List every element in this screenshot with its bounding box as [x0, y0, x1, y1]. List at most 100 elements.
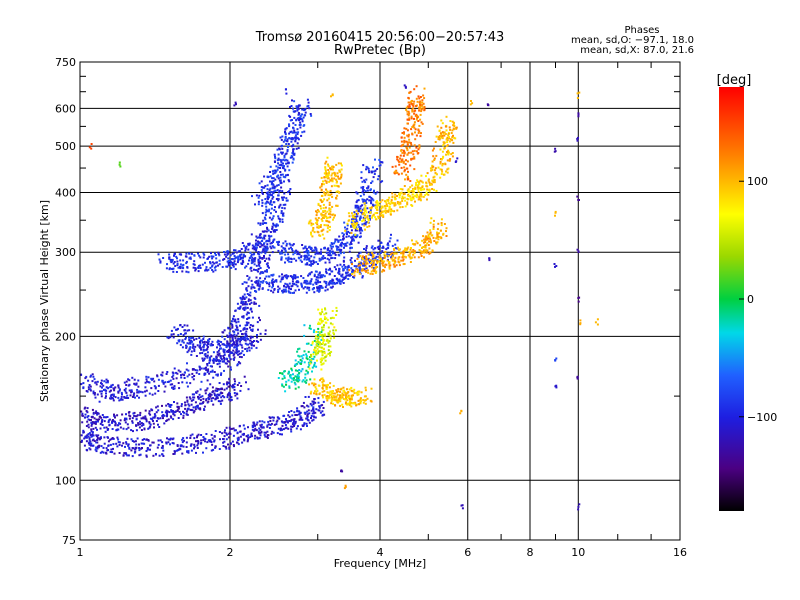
- data-point: [419, 135, 422, 138]
- data-point: [284, 261, 286, 264]
- data-point: [237, 318, 240, 321]
- data-point: [243, 244, 245, 247]
- data-point: [247, 278, 250, 281]
- data-point: [232, 317, 234, 320]
- data-point: [237, 255, 240, 258]
- data-point: [208, 439, 211, 442]
- data-point: [311, 382, 314, 385]
- data-point: [347, 212, 350, 215]
- data-point: [313, 355, 316, 358]
- data-point: [230, 335, 233, 338]
- data-point: [102, 451, 105, 454]
- data-point: [251, 428, 254, 431]
- data-point: [326, 399, 329, 402]
- data-point: [303, 130, 306, 133]
- data-point: [316, 389, 319, 392]
- data-point: [259, 256, 262, 259]
- data-point: [310, 344, 313, 346]
- data-point: [284, 288, 287, 291]
- data-point: [281, 152, 284, 155]
- data-point: [286, 165, 289, 168]
- data-point: [443, 142, 446, 145]
- data-point: [123, 389, 126, 391]
- data-point: [311, 288, 314, 291]
- data-point: [170, 416, 173, 419]
- data-point: [337, 162, 340, 165]
- data-point: [181, 438, 184, 441]
- data-point: [312, 418, 315, 421]
- data-point: [307, 274, 310, 277]
- data-point: [248, 276, 251, 279]
- data-point: [224, 429, 226, 432]
- data-point: [280, 164, 283, 167]
- data-point: [193, 254, 196, 257]
- data-point: [283, 156, 286, 159]
- data-point: [294, 275, 297, 278]
- data-point: [413, 126, 416, 129]
- data-point: [344, 242, 347, 245]
- data-point: [239, 343, 242, 346]
- data-point: [183, 374, 186, 377]
- data-point: [331, 310, 334, 312]
- data-point: [347, 219, 350, 222]
- data-point: [258, 194, 261, 197]
- data-point: [145, 375, 148, 378]
- data-point: [118, 422, 120, 425]
- data-point: [267, 176, 270, 178]
- data-point: [427, 179, 430, 182]
- data-point: [347, 278, 350, 280]
- data-point: [410, 190, 413, 193]
- data-point: [289, 156, 292, 159]
- data-point: [303, 251, 306, 254]
- data-point: [299, 358, 302, 361]
- data-point: [384, 211, 387, 214]
- data-point: [421, 101, 424, 104]
- data-point: [299, 121, 302, 124]
- data-point: [396, 158, 399, 161]
- data-point: [261, 199, 264, 202]
- data-point: [430, 183, 433, 186]
- data-point: [236, 326, 239, 329]
- data-point: [310, 233, 313, 236]
- data-point: [111, 437, 114, 439]
- data-point: [167, 438, 170, 441]
- data-point: [320, 207, 322, 210]
- data-point: [309, 362, 312, 365]
- data-point: [293, 100, 296, 103]
- data-point: [93, 421, 96, 424]
- data-point: [112, 387, 115, 390]
- data-point: [350, 212, 353, 215]
- data-point: [181, 340, 184, 343]
- data-point: [354, 270, 357, 273]
- data-point: [204, 269, 207, 272]
- data-point: [440, 236, 443, 239]
- data-point: [276, 148, 279, 151]
- data-point: [161, 371, 164, 374]
- data-point: [296, 142, 299, 145]
- data-point: [150, 408, 153, 411]
- data-point: [323, 172, 326, 175]
- data-point: [229, 328, 232, 331]
- data-point: [290, 418, 293, 421]
- data-point: [145, 438, 148, 441]
- data-point: [317, 350, 320, 353]
- data-point: [226, 341, 229, 344]
- data-point: [227, 436, 230, 439]
- data-point: [446, 141, 449, 144]
- data-point: [363, 216, 366, 219]
- data-point: [363, 259, 366, 262]
- data-point: [352, 234, 355, 237]
- data-point: [339, 249, 342, 252]
- data-point: [210, 400, 213, 402]
- data-point: [289, 131, 292, 134]
- data-point: [277, 191, 280, 194]
- data-point: [243, 375, 246, 378]
- data-point: [227, 251, 230, 254]
- data-point: [144, 381, 147, 384]
- data-point: [271, 194, 274, 197]
- data-point: [264, 185, 267, 188]
- data-point: [335, 306, 338, 309]
- data-point: [223, 338, 226, 341]
- data-point: [356, 257, 359, 260]
- data-point: [250, 343, 253, 346]
